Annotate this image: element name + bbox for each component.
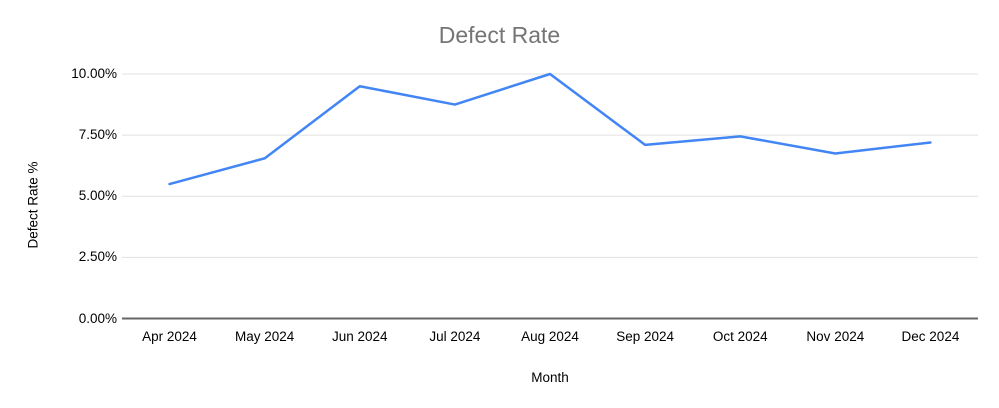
x-axis-title: Month — [531, 370, 569, 385]
chart-title: Defect Rate — [438, 22, 561, 48]
series-line-defect-rate — [168, 72, 932, 186]
